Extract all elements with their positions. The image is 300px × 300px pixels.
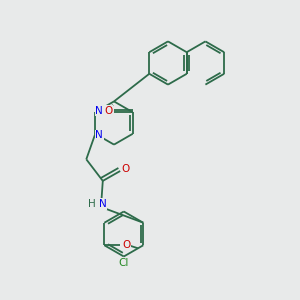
- Text: N: N: [95, 106, 103, 116]
- Text: N: N: [95, 130, 103, 140]
- Text: Cl: Cl: [118, 258, 129, 268]
- Text: H: H: [88, 199, 96, 209]
- Text: O: O: [105, 106, 113, 116]
- Text: N: N: [99, 199, 107, 209]
- Text: O: O: [123, 240, 131, 250]
- Text: O: O: [122, 164, 130, 174]
